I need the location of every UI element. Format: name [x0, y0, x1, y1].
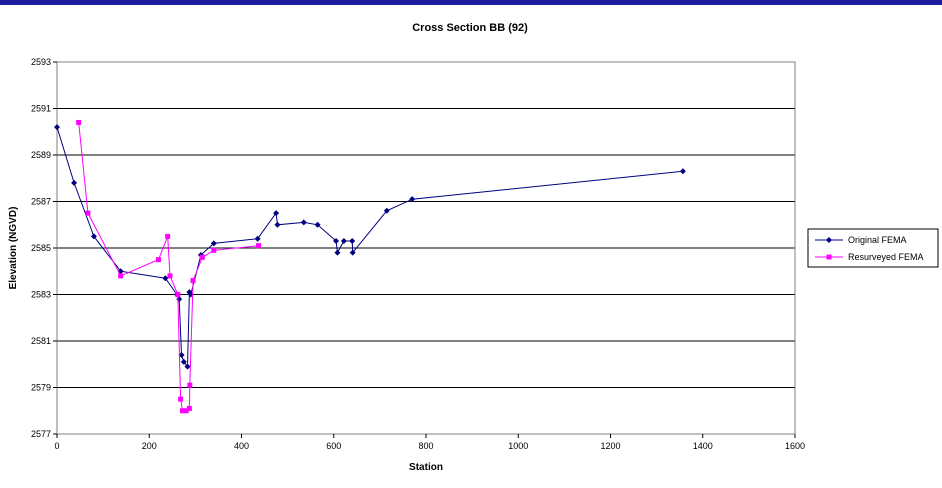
y-tick-label: 2591 — [31, 104, 51, 114]
window-top-bar — [0, 0, 942, 5]
y-tick-label: 2593 — [31, 57, 51, 67]
data-point — [340, 238, 347, 245]
series-original — [54, 124, 686, 370]
data-point — [349, 238, 356, 245]
data-point — [183, 408, 189, 414]
data-point — [300, 219, 307, 226]
data-point — [187, 382, 193, 388]
x-tick-label: 0 — [54, 441, 59, 451]
data-point — [210, 240, 217, 247]
y-tick-label: 2583 — [31, 290, 51, 300]
y-tick-label: 2587 — [31, 197, 51, 207]
data-point — [155, 257, 161, 263]
y-tick-label: 2585 — [31, 243, 51, 253]
data-point — [178, 351, 185, 358]
legend-label-resurveyed: Resurveyed FEMA — [848, 252, 924, 262]
data-point — [273, 210, 280, 217]
x-tick-label: 200 — [142, 441, 157, 451]
legend-box — [807, 228, 939, 268]
data-point — [349, 249, 356, 256]
x-tick-label: 600 — [326, 441, 341, 451]
x-tick-label: 1200 — [600, 441, 620, 451]
data-point — [333, 238, 340, 245]
x-tick-label: 800 — [418, 441, 433, 451]
y-tick-label: 2579 — [31, 383, 51, 393]
data-series — [54, 119, 686, 414]
data-point — [76, 119, 82, 125]
data-point — [211, 247, 217, 253]
data-point — [184, 363, 191, 370]
legend-marker-original — [826, 237, 832, 243]
data-point — [409, 196, 416, 203]
data-point — [175, 292, 181, 297]
series-line-original — [56, 126, 683, 368]
x-axis-label: Station — [409, 462, 443, 473]
gridlines — [57, 108, 795, 388]
data-point — [167, 273, 173, 279]
data-point — [254, 235, 261, 242]
y-axis-ticks: 2577 2579 2581 2583 2585 2587 2589 2591 2593 — [31, 57, 57, 439]
data-point — [274, 221, 281, 228]
data-point — [186, 405, 192, 411]
data-point — [162, 275, 169, 282]
data-point — [180, 358, 187, 365]
data-point — [85, 210, 91, 216]
legend-marker-resurveyed — [826, 254, 832, 260]
data-point — [165, 233, 171, 239]
x-tick-label: 1400 — [693, 441, 713, 451]
data-point — [54, 124, 60, 131]
data-point — [90, 233, 97, 240]
series-resurveyed — [76, 119, 262, 414]
y-tick-label: 2577 — [31, 429, 51, 439]
y-tick-label: 2581 — [31, 336, 51, 346]
data-point — [71, 179, 78, 186]
data-point — [256, 243, 262, 249]
series-line-resurveyed — [78, 122, 259, 412]
x-tick-label: 1600 — [785, 441, 805, 451]
data-point — [334, 249, 341, 256]
data-point — [118, 273, 124, 279]
data-point — [199, 254, 205, 260]
chart-title: Cross Section BB (92) — [412, 22, 528, 34]
data-point — [179, 408, 185, 414]
data-point — [190, 278, 196, 284]
data-point — [178, 396, 184, 402]
data-point — [314, 221, 321, 228]
legend: Original FEMA Resurveyed FEMA — [807, 228, 939, 268]
data-point — [679, 168, 686, 175]
x-axis-ticks: 0 200 400 600 800 1000 1200 1400 1600 — [54, 434, 805, 451]
x-tick-label: 400 — [234, 441, 249, 451]
x-tick-label: 1000 — [508, 441, 528, 451]
data-point — [383, 207, 390, 214]
legend-label-original: Original FEMA — [848, 235, 907, 245]
y-tick-label: 2589 — [31, 150, 51, 160]
y-axis-label: Elevation (NGVD) — [8, 207, 19, 290]
